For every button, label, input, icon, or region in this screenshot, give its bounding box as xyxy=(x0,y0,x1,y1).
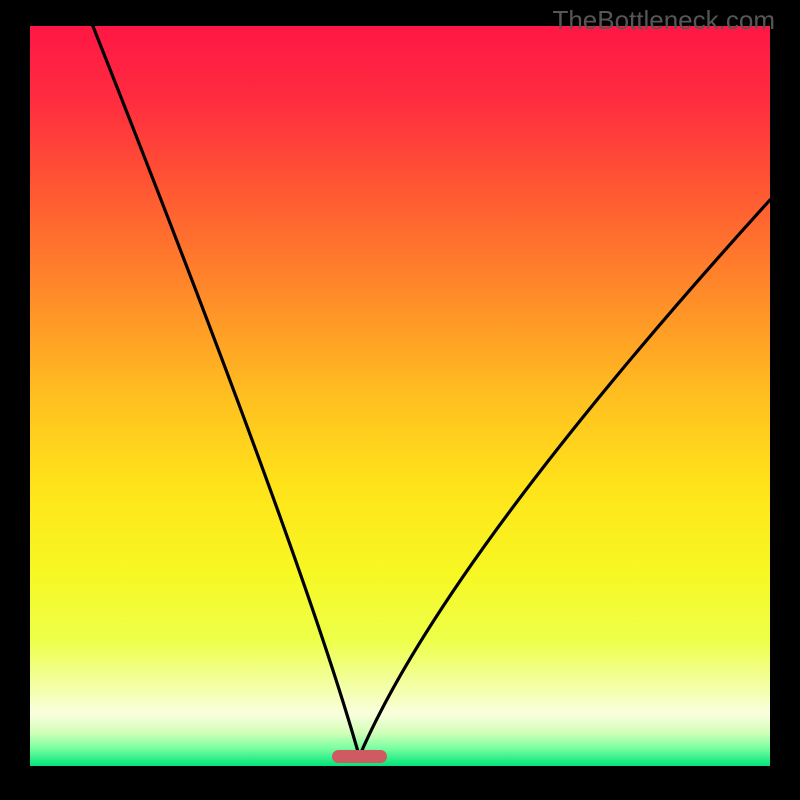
heat-gradient xyxy=(30,26,770,766)
plot-area xyxy=(30,26,770,766)
watermark-text: TheBottleneck.com xyxy=(552,5,775,36)
optimal-marker xyxy=(332,750,388,763)
chart-stage: TheBottleneck.com xyxy=(0,0,800,800)
